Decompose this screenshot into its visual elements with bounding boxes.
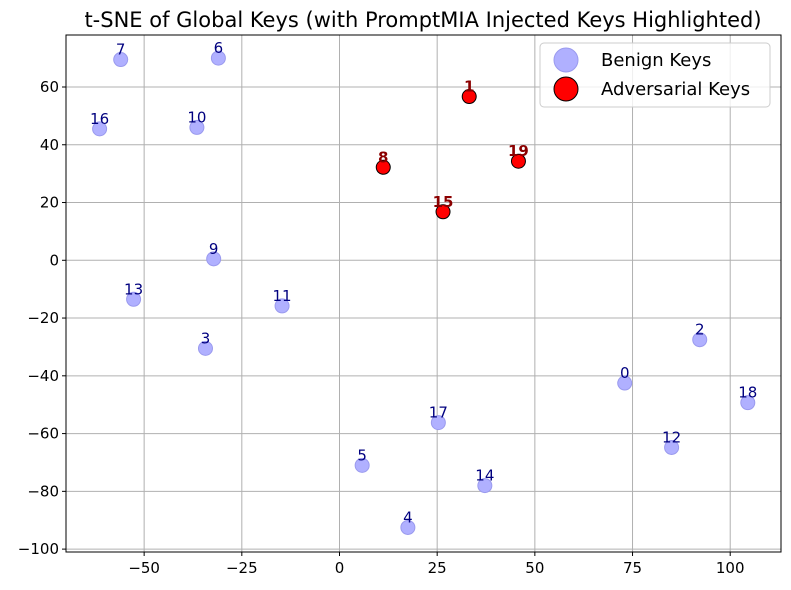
legend-box: [539, 42, 771, 108]
y-tick-label: −100: [18, 540, 59, 558]
x-tick-label: 50: [525, 559, 544, 577]
x-tick-label: 0: [335, 559, 345, 577]
benign-key-point: [210, 50, 226, 66]
benign-key-point: [92, 121, 108, 137]
benign-key-point: [126, 291, 142, 307]
adversarial-key-point: [510, 153, 526, 169]
x-tick-label: 100: [716, 559, 745, 577]
y-tick-label: −40: [27, 367, 59, 385]
point-label: 17: [429, 404, 448, 422]
point-label: 5: [357, 446, 367, 464]
benign-key-point: [113, 52, 129, 68]
plot-frame: [65, 34, 782, 553]
legend-adversarial-marker: [553, 76, 579, 102]
point-label: 8: [378, 148, 388, 166]
benign-key-point: [400, 519, 416, 535]
point-label: 13: [124, 280, 143, 298]
benign-key-point: [740, 395, 756, 411]
benign-key-point: [664, 439, 680, 455]
point-label: 7: [116, 41, 126, 59]
benign-key-point: [274, 298, 290, 314]
point-label: 6: [214, 39, 224, 57]
point-label: 10: [187, 108, 206, 126]
benign-key-point: [617, 375, 633, 391]
point-label: 14: [475, 467, 494, 485]
point-label: 12: [662, 428, 681, 446]
x-tick-label: −25: [226, 559, 258, 577]
benign-key-point: [197, 340, 213, 356]
benign-key-point: [477, 478, 493, 494]
point-label: 2: [695, 321, 705, 339]
adversarial-key-point: [375, 159, 391, 175]
point-label: 0: [620, 364, 630, 382]
adversarial-key-point: [461, 89, 477, 105]
y-tick-label: 20: [40, 194, 59, 212]
chart-title: t-SNE of Global Keys (with PromptMIA Inj…: [84, 8, 761, 32]
point-label: 11: [273, 287, 292, 305]
point-label: 4: [403, 508, 413, 526]
y-tick-label: −60: [27, 425, 59, 443]
legend-benign-label: Benign Keys: [601, 50, 711, 71]
y-tick-label: 60: [40, 78, 59, 96]
legend: Benign Keys Adversarial Keys: [539, 42, 771, 108]
x-tick-label: 75: [623, 559, 642, 577]
y-tick-label: 40: [40, 136, 59, 154]
point-label: 18: [738, 384, 757, 402]
y-tick-label: −80: [27, 482, 59, 500]
adversarial-keys-series: 1 8 15 19: [375, 78, 529, 220]
benign-key-point: [430, 415, 446, 431]
point-label: 19: [508, 142, 529, 160]
benign-key-point: [206, 251, 222, 267]
point-label: 9: [209, 240, 219, 258]
adversarial-key-point: [435, 204, 451, 220]
legend-adversarial-label: Adversarial Keys: [601, 79, 750, 100]
x-tick-label: 25: [428, 559, 447, 577]
legend-benign-marker: [553, 47, 579, 73]
benign-key-point: [692, 332, 708, 348]
grid-layer: [66, 35, 781, 552]
benign-key-point: [189, 119, 205, 135]
y-tick-label: 0: [49, 251, 59, 269]
point-label: 16: [90, 110, 109, 128]
y-tick-label: −20: [27, 309, 59, 327]
point-label: 3: [201, 329, 211, 347]
point-label: 15: [433, 193, 454, 211]
point-label: 1: [464, 78, 474, 96]
benign-key-point: [354, 457, 370, 473]
x-tick-label: −50: [128, 559, 160, 577]
